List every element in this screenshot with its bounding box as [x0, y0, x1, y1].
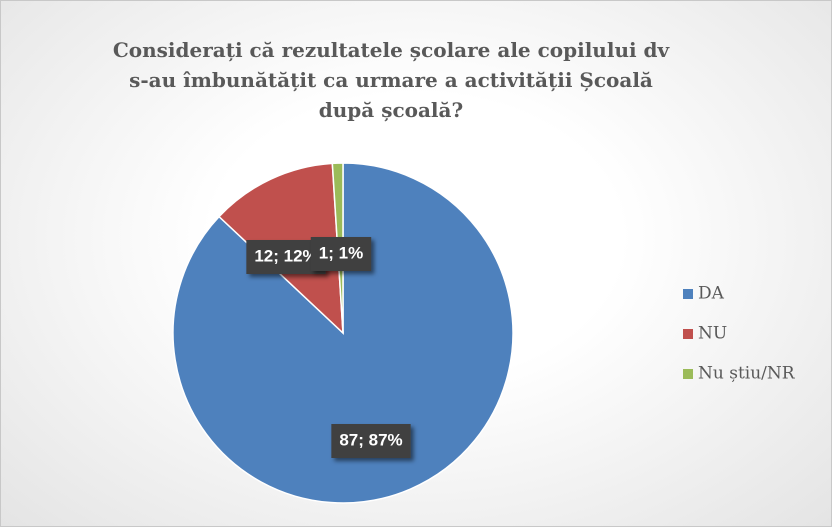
legend-label: Nu știu/NR	[698, 364, 796, 384]
legend-label: NU	[698, 324, 727, 344]
data-label-text: 1; 1%	[319, 243, 363, 262]
data-label-box	[310, 237, 372, 271]
data-label-text: 12; 12%	[254, 246, 317, 265]
legend-swatch	[683, 289, 693, 299]
pie-slice	[172, 162, 514, 504]
legend-swatch	[683, 369, 693, 379]
legend-swatch	[683, 329, 693, 339]
data-label: 87; 87%	[331, 424, 411, 458]
chart-title: Considerați că rezultatele școlare ale c…	[112, 38, 670, 122]
data-label: 1; 1%	[310, 237, 372, 271]
data-label-box	[331, 424, 411, 458]
legend-label: DA	[698, 284, 725, 304]
data-label-text: 87; 87%	[339, 430, 402, 449]
